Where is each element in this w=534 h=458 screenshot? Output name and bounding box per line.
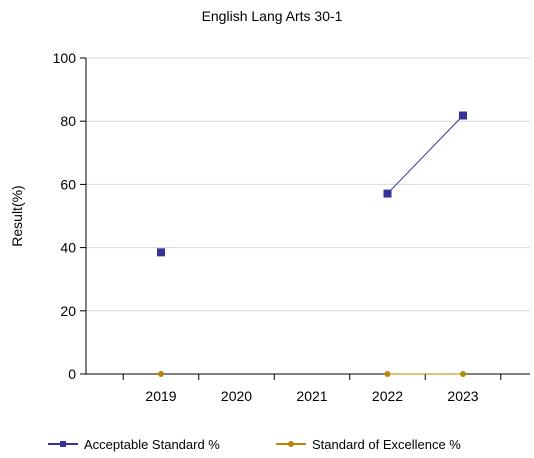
legend-item: Acceptable Standard % [48, 437, 220, 452]
y-axis-label: Result(%) [9, 185, 25, 246]
y-tick-label: 20 [60, 303, 76, 319]
legend-marker [288, 441, 294, 447]
data-point [384, 371, 391, 377]
legend-item: Standard of Excellence % [276, 437, 461, 452]
y-tick-label: 100 [53, 50, 77, 66]
chart-title: English Lang Arts 30-1 [202, 8, 343, 24]
data-point [157, 248, 165, 257]
x-tick-label: 2022 [372, 388, 403, 404]
x-tick-label: 2023 [447, 388, 478, 404]
gridlines [86, 57, 530, 312]
y-tick-label: 80 [60, 113, 76, 129]
legend-label: Standard of Excellence % [312, 437, 461, 452]
series-group [157, 111, 467, 377]
legend: Acceptable Standard % Standard of Excelle… [48, 437, 461, 452]
data-point [158, 371, 164, 377]
y-tick-label: 40 [60, 240, 76, 256]
x-tick-label: 2020 [221, 388, 252, 404]
y-tick-label: 60 [60, 176, 76, 192]
series-2 [158, 371, 466, 377]
x-tick-label: 2021 [296, 388, 327, 404]
axes: 0 20 40 60 80 100 2019 2020 2021 2022 2023 [53, 50, 530, 404]
series-1 [157, 111, 467, 257]
series-line-segment [387, 115, 464, 194]
y-tick-label: 0 [68, 366, 76, 382]
data-point [460, 371, 466, 377]
legend-marker [60, 441, 66, 447]
data-point [459, 111, 467, 120]
x-tick-label: 2019 [145, 388, 176, 404]
data-point [383, 189, 392, 198]
legend-label: Acceptable Standard % [84, 437, 220, 452]
